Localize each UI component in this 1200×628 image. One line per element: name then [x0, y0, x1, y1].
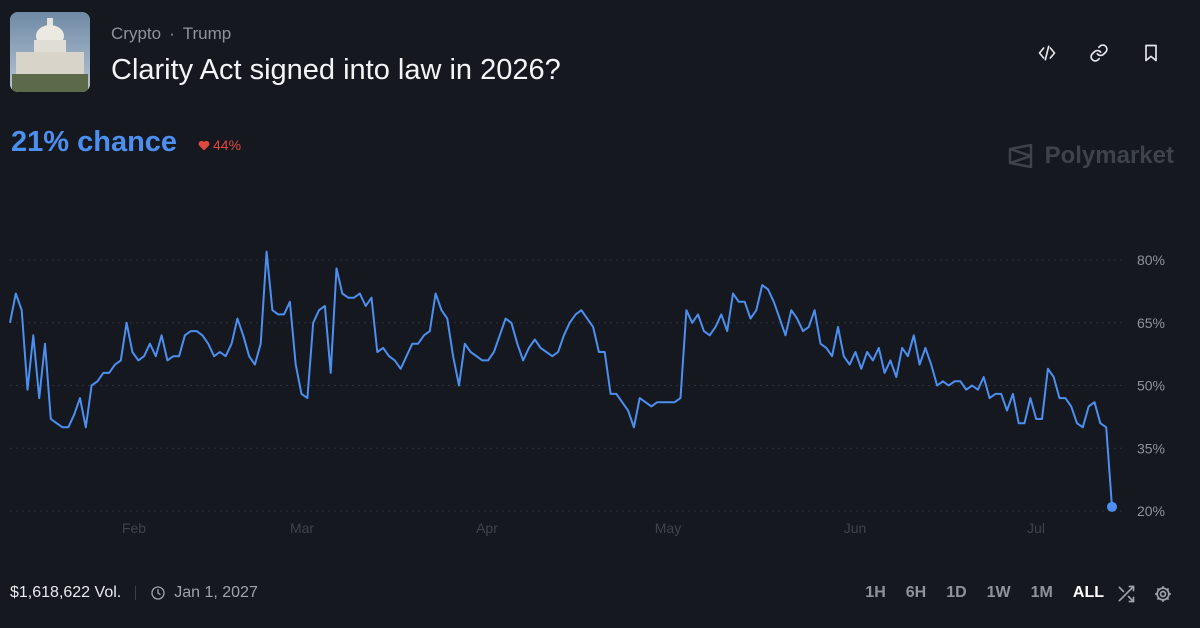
- x-tick-label: Jul: [1027, 520, 1045, 536]
- x-tick-label: May: [655, 520, 681, 536]
- range-6h[interactable]: 6H: [905, 584, 927, 601]
- end-date: Jan 1, 2027: [150, 584, 258, 602]
- link-icon[interactable]: [1086, 40, 1112, 66]
- tag-crypto[interactable]: Crypto: [111, 24, 162, 43]
- heart-down-icon: [198, 140, 210, 150]
- x-tick-label: Jun: [844, 520, 867, 536]
- current-point-marker: [1107, 501, 1117, 512]
- price-line: [9, 250, 1113, 507]
- y-tick-label: 20%: [1137, 503, 1165, 519]
- y-tick-label: 65%: [1137, 315, 1165, 331]
- y-tick-label: 50%: [1137, 378, 1165, 394]
- x-tick-label: Apr: [476, 520, 498, 536]
- range-1d[interactable]: 1D: [946, 584, 967, 601]
- x-tick-label: Feb: [122, 520, 146, 536]
- settings-gear-icon[interactable]: [1151, 582, 1175, 606]
- header-actions: [1034, 40, 1164, 66]
- polymarket-watermark: Polymarket: [1007, 142, 1174, 170]
- range-1m[interactable]: 1M: [1030, 584, 1053, 601]
- volume-text: $1,618,622 Vol.: [10, 584, 122, 601]
- x-tick-label: Mar: [290, 520, 314, 536]
- change-value: 44%: [213, 137, 242, 153]
- chance-value: 21% chance: [11, 126, 178, 158]
- price-chart[interactable]: 80% 65% 50% 35% 20% Feb Mar Apr May Jun Jul: [0, 230, 1200, 545]
- market-title: Clarity Act signed into law in 2026?: [111, 54, 561, 86]
- footer-divider: [135, 586, 137, 600]
- y-tick-label: 80%: [1137, 252, 1165, 268]
- market-footer-info: $1,618,622 Vol. Jan 1, 2027: [10, 584, 258, 602]
- range-1w[interactable]: 1W: [986, 584, 1011, 601]
- capitol-building-icon: [10, 12, 90, 92]
- brand-name: Polymarket: [1044, 142, 1174, 169]
- tag-trump[interactable]: Trump: [182, 24, 232, 43]
- time-range-selector: 1H 6H 1D 1W 1M ALL: [865, 584, 1104, 602]
- tag-separator: ·: [169, 24, 175, 43]
- bookmark-icon[interactable]: [1138, 40, 1164, 66]
- y-tick-label: 35%: [1137, 440, 1165, 456]
- polymarket-logo-icon: [1008, 144, 1032, 168]
- category-tags: Crypto · Trump: [111, 24, 231, 44]
- clock-icon: [151, 586, 165, 600]
- embed-code-icon[interactable]: [1034, 40, 1060, 66]
- end-date-text: Jan 1, 2027: [174, 584, 258, 601]
- shuffle-icon[interactable]: [1114, 582, 1138, 606]
- range-1h[interactable]: 1H: [865, 584, 886, 601]
- change-indicator: 44%: [198, 137, 241, 153]
- range-all[interactable]: ALL: [1072, 584, 1104, 601]
- price-chart-svg: 80% 65% 50% 35% 20% Feb Mar Apr May Jun Jul: [9, 250, 1165, 536]
- market-thumbnail: [10, 12, 90, 92]
